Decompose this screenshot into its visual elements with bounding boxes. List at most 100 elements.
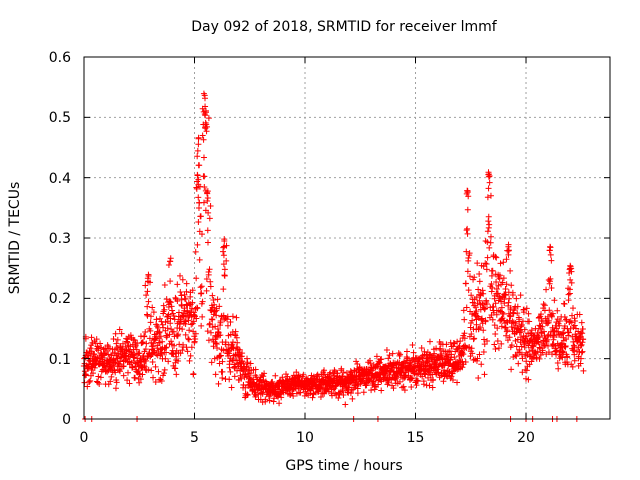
- data-point-1282: [347, 390, 354, 397]
- data-point-311: [145, 298, 152, 305]
- data-point-505: [186, 336, 193, 343]
- data-point-947: [278, 394, 285, 401]
- data-point-1584: [410, 349, 417, 356]
- data-point-1862: [468, 345, 475, 352]
- data-point-515: [188, 321, 195, 328]
- data-point-596: [204, 239, 211, 246]
- data-point-2235: [546, 307, 553, 314]
- data-point-2240: [547, 275, 554, 282]
- data-point-288: [141, 362, 148, 369]
- data-point-654: [217, 332, 224, 339]
- data-point-1918: [480, 290, 487, 297]
- data-point-2: [81, 379, 88, 386]
- data-point-673: [220, 252, 227, 259]
- data-point-526: [190, 318, 197, 325]
- data-point-295: [142, 282, 149, 289]
- data-point-658: [217, 352, 224, 359]
- data-point-1976: [492, 345, 499, 352]
- data-point-146: [111, 359, 118, 366]
- data-point-2321: [564, 354, 571, 361]
- y-axis-label: SRMTID / TECUs: [7, 182, 23, 295]
- data-point-15: [84, 383, 91, 390]
- data-point-1504: [393, 374, 400, 381]
- data-point-2356: [571, 343, 578, 350]
- x-tick-label-0: 0: [80, 430, 89, 446]
- data-point-187: [120, 340, 127, 347]
- data-point-2182: [535, 339, 542, 346]
- data-point-280: [139, 339, 146, 346]
- data-point-2354: [571, 351, 578, 358]
- data-point-646: [215, 380, 222, 387]
- data-point-2134: [525, 376, 532, 383]
- data-point-1861: [468, 330, 475, 337]
- data-point-2329: [565, 329, 572, 336]
- data-point-587: [203, 121, 210, 128]
- data-point-1004: [290, 393, 297, 400]
- data-point-2055: [508, 342, 515, 349]
- data-point-375: [159, 338, 166, 345]
- data-point-2252: [549, 310, 556, 317]
- data-point-1882: [472, 304, 479, 311]
- data-point-475: [179, 276, 186, 283]
- data-point-626: [211, 301, 218, 308]
- data-point-617: [209, 292, 216, 299]
- data-point-2059: [509, 309, 516, 316]
- data-point-2414: [200, 90, 207, 97]
- data-point-2403: [167, 255, 174, 262]
- data-point-465: [177, 350, 184, 357]
- data-point-2208: [540, 301, 547, 308]
- data-point-2219: [543, 286, 550, 293]
- data-point-715: [229, 313, 236, 320]
- x-tick-label-15: 15: [407, 430, 425, 446]
- data-point-1854: [466, 333, 473, 340]
- data-point-1929: [482, 318, 489, 325]
- data-point-570: [199, 298, 206, 305]
- data-point-1894: [475, 374, 482, 381]
- data-point-333: [150, 340, 157, 347]
- data-point-525: [190, 370, 197, 377]
- data-point-1942: [485, 185, 492, 192]
- data-point-506: [186, 357, 193, 364]
- data-point-1633: [420, 378, 427, 385]
- data-point-1373: [366, 377, 373, 384]
- data-point-2408: [194, 171, 201, 178]
- data-point-2389: [578, 341, 585, 348]
- data-point-574: [200, 136, 207, 143]
- data-point-603: [206, 321, 213, 328]
- data-point-1847: [465, 254, 472, 261]
- data-point-388: [161, 366, 168, 373]
- data-point-2417: [202, 103, 209, 110]
- data-point-1954: [487, 192, 494, 199]
- data-point-2061: [509, 292, 516, 299]
- data-point-2420: [204, 188, 211, 195]
- data-point-1420: [376, 359, 383, 366]
- data-point-862: [260, 377, 267, 384]
- data-point-536: [192, 248, 199, 255]
- data-point-318: [147, 353, 154, 360]
- data-point-74: [96, 381, 103, 388]
- data-point-444: [173, 371, 180, 378]
- data-point-297: [142, 346, 149, 353]
- data-point-317: [146, 335, 153, 342]
- data-point-540: [193, 315, 200, 322]
- data-point-112: [104, 368, 111, 375]
- data-point-234: [129, 364, 136, 371]
- series-srmtid: [80, 90, 587, 422]
- data-point-1836: [463, 248, 470, 255]
- data-point-1124: [314, 373, 321, 380]
- data-point-670: [220, 347, 227, 354]
- data-point-2076: [513, 353, 520, 360]
- data-point-1940: [484, 194, 491, 201]
- data-point-538: [193, 275, 200, 282]
- data-point-453: [175, 331, 182, 338]
- data-point-2347: [569, 363, 576, 370]
- data-point-616: [209, 316, 216, 323]
- data-point-2086: [515, 360, 522, 367]
- data-point-601: [205, 337, 212, 344]
- data-point-1604: [415, 377, 422, 384]
- data-point-1842: [464, 230, 471, 237]
- data-point-2189: [536, 344, 543, 351]
- data-point-2343: [568, 279, 575, 286]
- data-point-1805: [456, 359, 463, 366]
- data-point-600: [205, 271, 212, 278]
